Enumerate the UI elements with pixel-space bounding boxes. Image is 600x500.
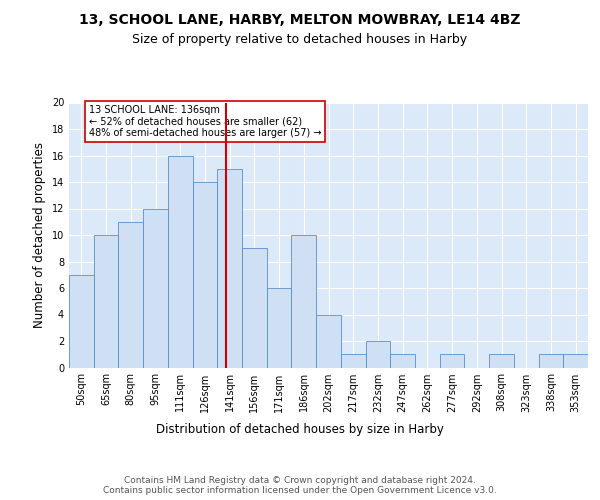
Bar xyxy=(489,354,514,368)
Bar xyxy=(193,182,217,368)
Text: Size of property relative to detached houses in Harby: Size of property relative to detached ho… xyxy=(133,32,467,46)
Bar xyxy=(440,354,464,368)
Text: Distribution of detached houses by size in Harby: Distribution of detached houses by size … xyxy=(156,422,444,436)
Bar xyxy=(94,235,118,368)
Bar xyxy=(217,169,242,368)
Bar xyxy=(292,235,316,368)
Bar xyxy=(118,222,143,368)
Bar xyxy=(539,354,563,368)
Bar xyxy=(341,354,365,368)
Bar xyxy=(365,341,390,367)
Text: 13 SCHOOL LANE: 136sqm
← 52% of detached houses are smaller (62)
48% of semi-det: 13 SCHOOL LANE: 136sqm ← 52% of detached… xyxy=(89,105,321,138)
Text: Contains HM Land Registry data © Crown copyright and database right 2024.
Contai: Contains HM Land Registry data © Crown c… xyxy=(103,476,497,495)
Bar xyxy=(316,314,341,368)
Bar xyxy=(69,275,94,368)
Y-axis label: Number of detached properties: Number of detached properties xyxy=(33,142,46,328)
Bar xyxy=(267,288,292,368)
Bar xyxy=(168,156,193,368)
Bar xyxy=(143,208,168,368)
Bar xyxy=(563,354,588,368)
Bar xyxy=(390,354,415,368)
Text: 13, SCHOOL LANE, HARBY, MELTON MOWBRAY, LE14 4BZ: 13, SCHOOL LANE, HARBY, MELTON MOWBRAY, … xyxy=(79,12,521,26)
Bar xyxy=(242,248,267,368)
